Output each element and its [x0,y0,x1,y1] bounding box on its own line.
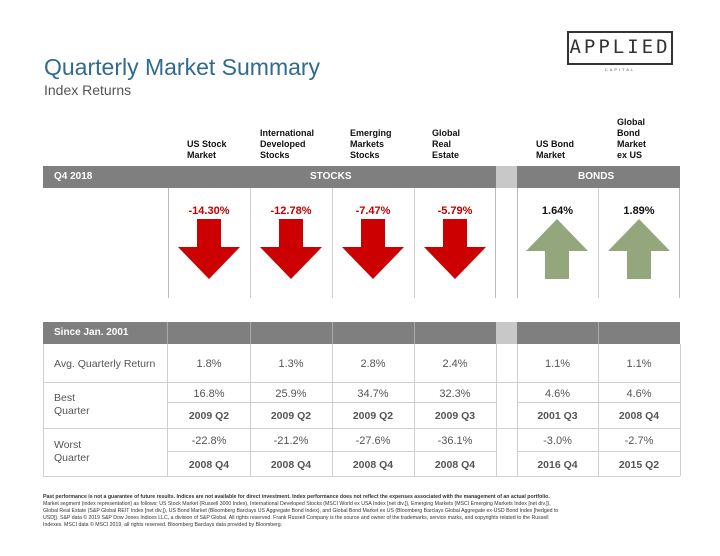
best-value: 4.6% [544,388,571,400]
worst-quarter: 2008 Q4 [434,459,476,471]
bar-divider [167,322,168,344]
bonds-label: BONDS [578,171,615,182]
worst-value: -22.8% [191,435,227,447]
best-value: 25.9% [275,388,307,400]
stocks-panel [168,188,496,298]
row-divider [168,402,496,403]
row-divider [43,428,680,429]
footnote-line: Indexes. MSCI data © MSCI 2019, all righ… [43,522,283,528]
row-divider [517,451,680,452]
avg-return-label: Avg. Quarterly Return [54,358,156,370]
worst-quarter-label: Worst Quarter [54,439,90,464]
worst-quarter: 2008 Q4 [352,459,394,471]
best-quarter: 2009 Q3 [434,410,476,422]
return-us-stock: -14.30% [188,205,230,217]
footnote-line: Market segment (index representation) as… [43,501,551,507]
bar-spacer [496,322,517,344]
bar-spacer [496,166,517,188]
logo-text: APPLIED [569,36,671,58]
divider [414,188,415,298]
best-value: 4.6% [626,388,652,400]
return-intl-developed: -12.78% [270,205,312,217]
bonds-panel [517,188,680,298]
since-bar [43,322,496,344]
footnote-line: USD]). S&P data © 2019 S&P Dow Jones Ind… [43,515,549,521]
footnote-line: Past performance is not a guarantee of f… [43,494,550,500]
divider [250,188,251,298]
best-quarter: 2008 Q4 [618,410,660,422]
avg-value: 2.8% [360,358,386,370]
row-divider [168,451,496,452]
worst-value: -36.1% [437,435,473,447]
avg-value: 1.3% [278,358,304,370]
best-quarter: 2009 Q2 [352,410,394,422]
best-value: 34.7% [357,388,389,400]
period-label: Q4 2018 [54,171,93,182]
worst-value: -27.6% [355,435,391,447]
bar-divider [250,322,251,344]
return-emerging-markets: -7.47% [355,205,391,217]
table-border [43,344,44,476]
stocks-bar [43,166,496,188]
table-divider [680,344,681,476]
page-title: Quarterly Market Summary [44,54,321,80]
row-divider [43,476,680,477]
column-header-emerging-markets: Emerging Markets Stocks [350,128,392,160]
table-divider [598,344,599,476]
avg-value: 1.8% [196,358,222,370]
worst-value: -3.0% [543,435,572,447]
worst-quarter: 2015 Q2 [618,459,660,471]
best-quarter: 2001 Q3 [537,410,578,422]
table-divider [250,344,251,476]
up-arrow-icon [608,219,670,279]
down-arrow-icon [260,219,322,279]
best-value: 32.3% [439,388,471,400]
worst-value: -21.2% [273,435,309,447]
best-quarter: 2009 Q2 [188,410,230,422]
bonds-bar [517,166,680,188]
column-header-us-stock: US Stock Market [187,139,227,160]
down-arrow-icon [178,219,240,279]
logo-subtext: CAPITAL [604,67,636,72]
table-divider [517,344,518,476]
worst-quarter: 2016 Q4 [537,459,578,471]
up-arrow-icon [526,219,588,279]
applied-capital-logo: APPLIED [567,31,673,65]
table-divider [332,344,333,476]
worst-quarter: 2008 Q4 [270,459,312,471]
table-divider [496,344,497,476]
column-header-us-bond: US Bond Market [536,139,574,160]
row-divider [517,402,680,403]
stocks-label: STOCKS [310,171,352,182]
worst-quarter: 2008 Q4 [188,459,230,471]
footnote: Past performance is not a guarantee of f… [43,494,680,529]
down-arrow-icon [342,219,404,279]
bar-divider [598,322,599,344]
footnote-line: Global Real Estate (S&P Global REIT Inde… [43,508,559,514]
bar-divider [332,322,333,344]
divider [332,188,333,298]
best-value: 16.8% [193,388,225,400]
row-divider [43,382,680,383]
since-label: Since Jan. 2001 [54,327,129,338]
best-quarter: 2009 Q2 [270,410,312,422]
column-header-global-bond: Global Bond Market ex US [617,117,647,160]
down-arrow-icon [424,219,486,279]
column-header-intl-developed: International Developed Stocks [260,128,315,160]
table-divider [167,344,168,476]
bar-divider [414,322,415,344]
best-quarter-label: Best Quarter [54,392,90,417]
table-divider [414,344,415,476]
worst-value: -2.7% [624,435,654,447]
return-global-real-estate: -5.79% [437,205,473,217]
return-global-bond: 1.89% [623,205,655,217]
return-us-bond: 1.64% [541,205,574,217]
avg-value: 2.4% [442,358,468,370]
avg-value: 1.1% [544,358,571,370]
divider [598,188,599,298]
page-subtitle: Index Returns [44,82,132,98]
column-header-global-real-estate: Global Real Estate [432,128,461,160]
avg-value: 1.1% [626,358,652,370]
